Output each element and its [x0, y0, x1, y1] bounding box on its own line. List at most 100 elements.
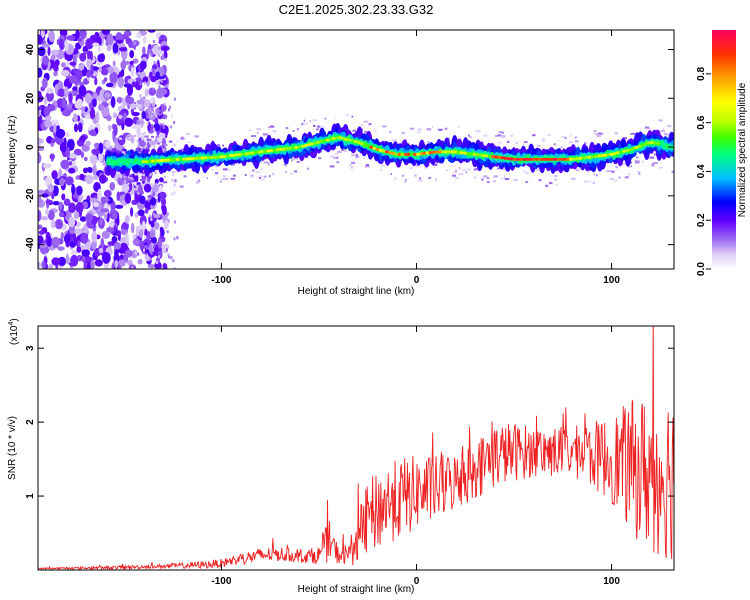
spectrogram-cell	[112, 112, 118, 119]
spectrogram-cell	[153, 128, 156, 132]
spectrogram-cell	[292, 130, 296, 132]
spectrogram-cell	[130, 222, 135, 234]
colorbar-tick-label: 0.6	[696, 115, 707, 129]
spectrogram-cell	[292, 157, 298, 160]
spectrogram-cell	[144, 81, 147, 85]
spectrogram-cell	[77, 37, 82, 42]
spectrogram-cell	[635, 161, 640, 164]
spectrogram-cell	[444, 127, 448, 130]
spectrogram-cell	[173, 191, 176, 195]
spectrogram-cell	[432, 163, 438, 166]
spectrogram-cell	[179, 157, 183, 161]
spectrogram-cell	[372, 146, 377, 150]
spectrogram-cell	[79, 173, 85, 181]
spectrogram-cell	[134, 172, 137, 176]
spectrogram-cell	[653, 141, 658, 145]
spectrogram-cell	[103, 190, 111, 197]
spectrogram-cell	[316, 140, 321, 144]
spectrogram-cell	[149, 71, 153, 79]
spectrogram-cell	[392, 139, 396, 142]
spectrogram-cell	[263, 161, 269, 164]
spectrogram-cell	[77, 196, 82, 202]
spectrogram-cell	[615, 166, 618, 169]
spectrogram-cell	[63, 198, 71, 206]
spectrogram-cell	[50, 138, 56, 144]
spectrogram-cell	[119, 149, 122, 152]
spectrogram-cell	[162, 53, 165, 57]
spectrogram-cell	[598, 132, 603, 135]
spectrogram-cell	[97, 188, 102, 201]
spectrogram-cell	[600, 153, 604, 158]
spectrogram-cell	[230, 177, 236, 180]
spectrogram-cell	[130, 136, 135, 144]
spectrogram-cell	[458, 125, 460, 128]
spectrogram-cell	[86, 71, 91, 78]
spectrogram-cell	[332, 136, 336, 141]
spectrogram-cell	[431, 150, 436, 154]
spectrogram-cell	[578, 167, 583, 170]
spectrogram-cell	[163, 102, 166, 106]
spectrogram-cell	[380, 164, 385, 167]
spectrogram-cell	[112, 42, 119, 54]
spectrogram-cell	[97, 46, 101, 52]
spectrogram-cell	[391, 151, 395, 155]
spectrogram-cell	[55, 128, 65, 139]
spectrogram-cell	[198, 172, 200, 175]
spectrogram-cell	[146, 122, 149, 126]
spectrogram-cell	[468, 136, 473, 139]
spectrogram-cell	[637, 171, 641, 173]
spectrogram-cell	[168, 108, 170, 112]
spectrogram-cell	[259, 175, 262, 177]
spectrogram-cell	[113, 242, 122, 250]
spectrogram-cell	[612, 152, 617, 156]
spectrogram-cell	[319, 140, 324, 144]
spectrogram-cell	[252, 176, 254, 179]
spectrogram-cell	[132, 181, 137, 184]
spectrogram-cell	[115, 39, 124, 44]
snr-ylabel: SNR (10 * v/v)	[7, 416, 18, 480]
spectrogram-cell	[54, 84, 59, 94]
spectrogram-cell	[176, 140, 178, 143]
spectrogram-cell	[450, 150, 455, 154]
spectrogram-cell	[133, 66, 136, 70]
spectrogram-cell	[111, 212, 118, 220]
spectrogram-cell	[403, 152, 408, 156]
spectrogram-cell	[132, 234, 137, 239]
spectrogram-cell	[38, 35, 43, 45]
spectrogram-cell	[523, 170, 526, 173]
spectrogram-cell	[72, 86, 79, 91]
spectrogram-cell	[162, 122, 165, 126]
y-tick-label: 0	[25, 144, 36, 150]
spectrogram-cell	[51, 257, 60, 266]
spectrogram-cell	[122, 182, 125, 185]
spectrogram-cell	[488, 154, 492, 158]
spectrogram-cell	[144, 208, 149, 214]
spectrogram-cell	[644, 126, 650, 129]
spectrogram-cell	[354, 152, 359, 155]
spectrogram-cell	[144, 235, 147, 239]
spectrogram-cell	[272, 130, 277, 133]
spectrogram-cell	[71, 183, 76, 196]
spectrogram-cell	[433, 166, 435, 169]
spectrogram-cell	[139, 117, 144, 128]
spectrogram-cell	[222, 154, 227, 158]
spectrogram-cell	[109, 220, 115, 228]
spectrogram-cell	[137, 191, 140, 195]
spectrogram-cell	[91, 231, 98, 243]
spectrogram-cell	[472, 152, 477, 156]
spectrogram-cell	[497, 155, 502, 159]
spectrogram-cell	[176, 236, 179, 240]
spectrogram-cell	[85, 174, 94, 185]
spectrogram-cell	[375, 147, 380, 152]
spectrogram-cell	[522, 157, 526, 161]
spectrogram-cell	[163, 175, 166, 178]
spectrogram-cell	[440, 162, 444, 165]
spectrogram-cell	[310, 142, 314, 146]
spectrogram-cell	[592, 182, 596, 184]
spectrogram-cell	[100, 67, 109, 76]
spectrogram-cell	[146, 138, 152, 141]
spectrogram-cell	[139, 94, 142, 98]
spectrogram-cell	[248, 129, 252, 132]
spectrogram-cell	[513, 179, 518, 181]
spectrogram-cell	[566, 157, 570, 161]
